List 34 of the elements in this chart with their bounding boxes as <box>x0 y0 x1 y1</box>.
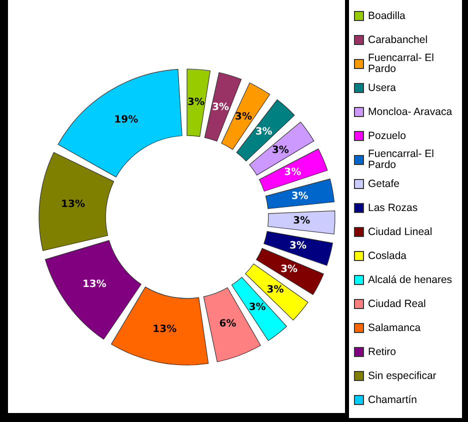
data-label: 3% <box>235 112 252 123</box>
data-label: 13% <box>61 198 85 210</box>
legend-label: Fuencarral- El Pardo <box>368 148 435 171</box>
legend-label: Pozuelo <box>368 130 406 142</box>
legend-label: Fuencarral- El Pardo <box>368 52 435 75</box>
data-label: 3% <box>188 97 205 108</box>
data-label: 3% <box>272 145 289 156</box>
legend-label: Ciudad Real <box>368 298 426 310</box>
data-label: 3% <box>289 240 306 252</box>
data-label: 13% <box>152 324 177 335</box>
legend-label: Ciudad Lineal <box>368 226 432 238</box>
legend-label: Carabanchel <box>368 34 428 46</box>
legend-label: Salamanca <box>368 322 421 334</box>
data-label: 3% <box>248 302 266 314</box>
data-label: 13% <box>82 279 106 290</box>
data-label: 3% <box>291 190 308 202</box>
legend-label: Chamartín <box>368 394 418 406</box>
legend-label: Sin especificar <box>368 370 436 382</box>
legend-label: Alcalá de henares <box>368 274 452 286</box>
legend-label: Las Rozas <box>368 202 418 214</box>
legend-label: Usera <box>368 82 396 94</box>
data-label: 3% <box>293 216 310 227</box>
legend-label: Retiro <box>368 346 396 358</box>
legend-label: Boadilla <box>368 10 406 22</box>
data-label: 19% <box>114 114 138 126</box>
legend-label: Coslada <box>368 250 407 262</box>
legend-label: Moncloa- Aravaca <box>368 106 452 118</box>
data-label: 3% <box>255 126 272 138</box>
data-label: 6% <box>219 318 236 330</box>
data-label: 3% <box>284 166 302 178</box>
data-label: 3% <box>212 102 230 113</box>
data-label: 3% <box>280 264 298 275</box>
legend-label: Getafe <box>368 178 400 190</box>
data-label: 3% <box>266 284 284 296</box>
